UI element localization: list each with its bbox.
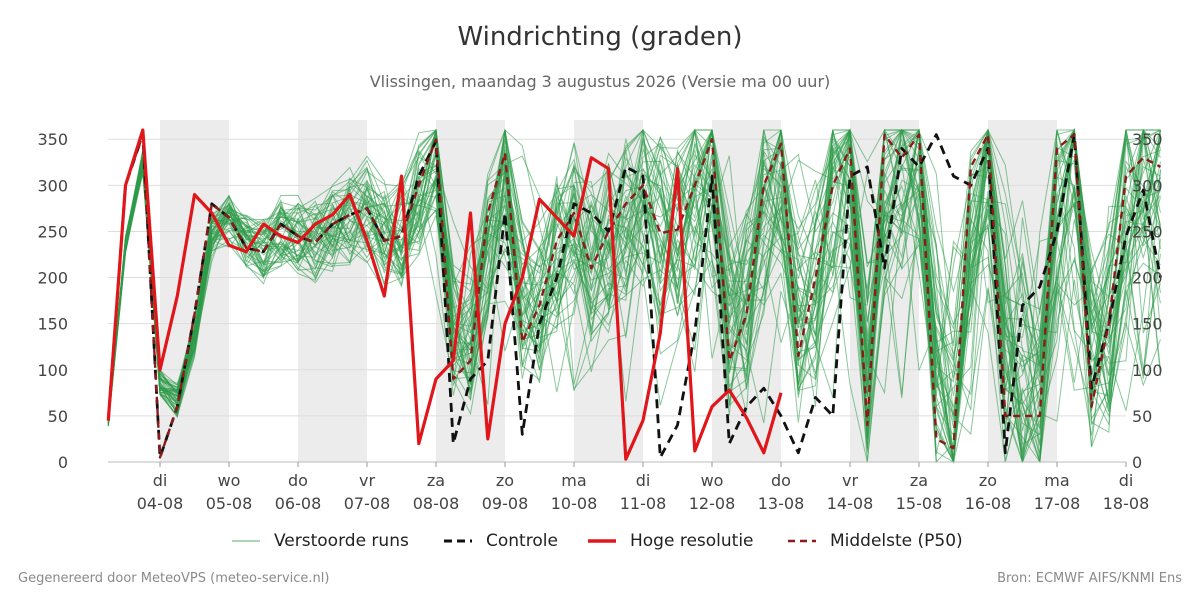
- ensemble-member-line: [107, 129, 1161, 422]
- x-tick-label-date: 05-08: [206, 494, 253, 513]
- legend-label-median: Middelste (P50): [830, 531, 963, 551]
- y-tick-label-right: 350: [1132, 130, 1163, 149]
- control-line: [106, 133, 1162, 459]
- chart-title: Windrichting (graden): [457, 22, 743, 52]
- x-tick-label-date: 15-08: [896, 494, 943, 513]
- x-tick-label-date: 11-08: [620, 494, 667, 513]
- y-tick-label-right: 200: [1132, 269, 1163, 288]
- x-tick-label-day: zo: [496, 471, 514, 490]
- legend-swatch-highres: [588, 539, 616, 543]
- x-tick-label-day: di: [636, 471, 651, 490]
- x-tick-label-date: 08-08: [413, 494, 460, 513]
- ensemble-layer: [107, 128, 1161, 464]
- main-series-layer: [106, 128, 1162, 461]
- legend-label-ensemble: Verstoorde runs: [274, 531, 409, 551]
- y-tick-label-right: 50: [1132, 407, 1152, 426]
- x-tick-label-date: 18-08: [1103, 494, 1150, 513]
- legend-label-control: Controle: [486, 531, 558, 551]
- x-tick-label-date: 06-08: [275, 494, 322, 513]
- legend-swatch-control: [444, 539, 472, 543]
- ensemble-member-line: [107, 129, 1161, 425]
- x-tick-label-day: di: [1119, 471, 1134, 490]
- y-tick-label-left: 200: [37, 269, 68, 288]
- y-tick-label-right: 0: [1132, 453, 1142, 472]
- x-tick-label-day: za: [427, 471, 445, 490]
- legend-item-highres[interactable]: Hoge resolutie: [588, 530, 754, 552]
- ensemble-member-line: [107, 128, 1161, 463]
- x-tick-label-day: za: [910, 471, 928, 490]
- x-tick-label-date: 16-08: [965, 494, 1012, 513]
- x-tick-label-date: 13-08: [758, 494, 805, 513]
- y-tick-label-left: 0: [58, 453, 68, 472]
- ensemble-member-line: [107, 128, 1161, 419]
- median-line: [107, 133, 1162, 459]
- x-tick-label-date: 17-08: [1034, 494, 1081, 513]
- chart-subtitle: Vlissingen, maandag 3 augustus 2026 (Ver…: [369, 72, 831, 91]
- wind-direction-chart: 0 0 50 50 100 100 150 150 200 200 250 250 300 300 350 3…: [37, 120, 1163, 513]
- x-tick-label-day: wo: [218, 471, 241, 490]
- legend-item-ensemble[interactable]: Verstoorde runs: [232, 530, 409, 552]
- y-tick-label-left: 350: [37, 130, 68, 149]
- legend-item-control[interactable]: Controle: [444, 530, 558, 552]
- y-tick-label-right: 300: [1132, 176, 1163, 195]
- x-tick-label-day: wo: [701, 471, 724, 490]
- footer-generator: Gegenereerd door MeteoVPS (meteo-service…: [18, 571, 330, 586]
- y-tick-label-left: 300: [37, 176, 68, 195]
- x-tick-label-date: 14-08: [827, 494, 874, 513]
- x-tick-label-date: 10-08: [551, 494, 598, 513]
- ensemble-member-line: [107, 129, 1161, 463]
- axis-layer: 0 0 50 50 100 100 150 150 200 200 250 250 300 300 350 3…: [37, 130, 1162, 513]
- x-tick-label-date: 12-08: [689, 494, 736, 513]
- shaded-day-band: [298, 120, 367, 462]
- y-tick-label-right: 100: [1132, 361, 1163, 380]
- y-tick-label-right: 150: [1132, 315, 1163, 334]
- legend-label-highres: Hoge resolutie: [630, 531, 754, 551]
- x-tick-label-day: do: [288, 471, 308, 490]
- y-tick-label-left: 100: [37, 361, 68, 380]
- legend: Verstoorde runs Controle Hoge resolutie …: [0, 530, 1200, 554]
- x-tick-label-day: di: [153, 471, 168, 490]
- x-tick-label-day: zo: [979, 471, 997, 490]
- highres-line: [106, 128, 783, 461]
- x-tick-label-day: do: [771, 471, 791, 490]
- y-tick-label-left: 150: [37, 315, 68, 334]
- footer-source: Bron: ECMWF AIFS/KNMI Ens: [997, 571, 1182, 586]
- y-tick-label-right: 250: [1132, 222, 1163, 241]
- x-tick-label-day: ma: [561, 471, 586, 490]
- x-tick-label-day: vr: [842, 471, 858, 490]
- y-tick-label-left: 250: [37, 222, 68, 241]
- ensemble-member-line: [107, 128, 1161, 424]
- x-tick-label-day: vr: [359, 471, 375, 490]
- y-tick-label-left: 50: [48, 407, 68, 426]
- ensemble-member-line: [107, 129, 1161, 464]
- x-tick-label-date: 07-08: [344, 494, 391, 513]
- legend-swatch-median: [788, 539, 816, 543]
- legend-item-median[interactable]: Middelste (P50): [788, 530, 963, 552]
- x-tick-label-day: ma: [1044, 471, 1069, 490]
- shaded-day-band: [160, 120, 229, 462]
- x-tick-label-date: 04-08: [137, 494, 184, 513]
- legend-swatch-ensemble: [232, 540, 260, 542]
- x-tick-label-date: 09-08: [482, 494, 529, 513]
